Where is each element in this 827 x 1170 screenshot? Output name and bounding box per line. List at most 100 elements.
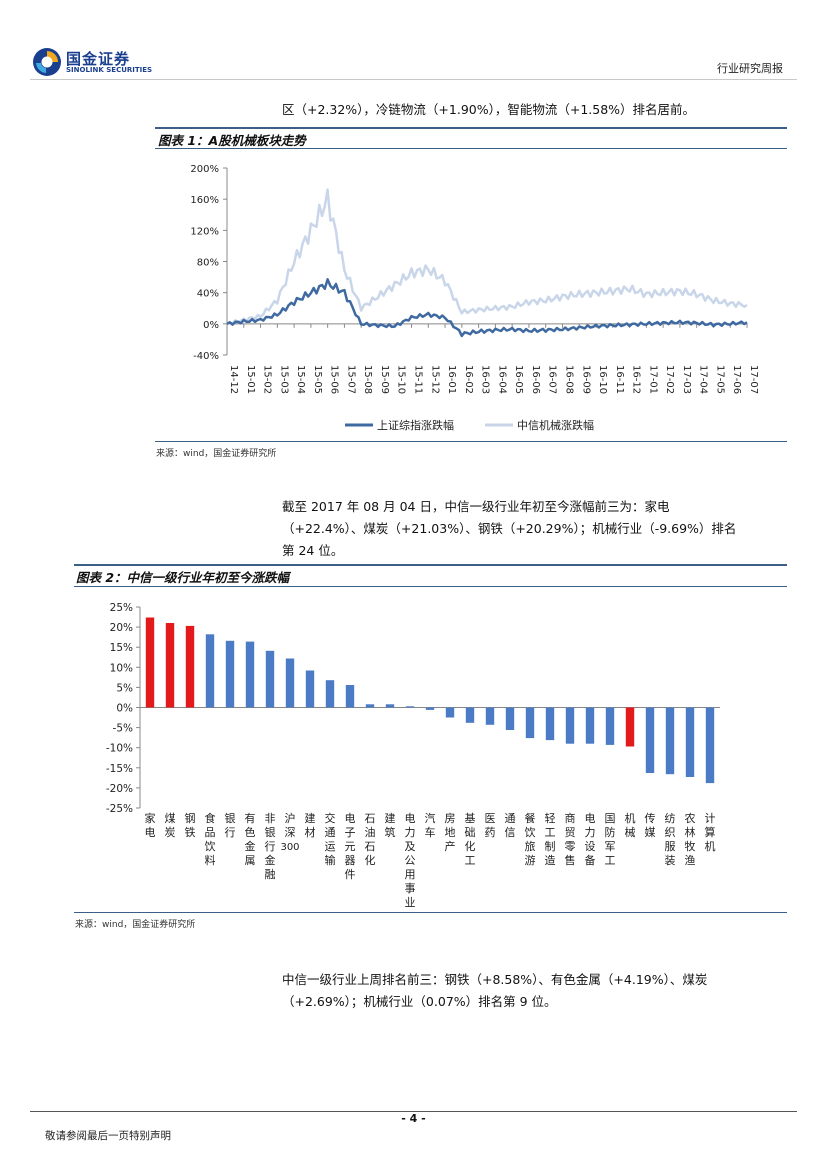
company-logo: 国金证券 SINOLINK SECURITIES — [32, 45, 157, 79]
bar — [185, 625, 195, 708]
x-tick-label: 16-04 — [496, 365, 507, 394]
x-tick-label: 16-03 — [480, 365, 491, 394]
bar — [205, 634, 215, 708]
bar — [625, 707, 635, 747]
y-tick-label: 25% — [110, 602, 133, 614]
x-tick-label: 15-03 — [278, 365, 289, 394]
y-tick-label: -5% — [113, 723, 133, 735]
x-tick-label: 电力及公用事业 — [405, 812, 416, 909]
x-tick-label: 15-08 — [362, 365, 373, 394]
bar — [685, 707, 695, 777]
figure1-title: 图表 1：A股机械板块走势 — [158, 133, 306, 148]
figure1-top-rule — [155, 127, 787, 129]
x-tick-label: 汽车 — [425, 811, 436, 839]
bar — [325, 680, 335, 708]
x-tick-label: 交通运输 — [325, 811, 336, 867]
report-type: 行业研究周报 — [717, 62, 783, 75]
figure2-title: 图表 2：中信一级行业年初至今涨跌幅 — [76, 570, 290, 585]
x-tick-label: 17-01 — [647, 365, 658, 394]
paragraph2-line3: 第 24 位。 — [282, 543, 344, 558]
x-tick-label: 16-05 — [513, 365, 524, 394]
y-tick-label: -25% — [106, 803, 133, 815]
paragraph3-line2: （+2.69%）；机械行业（0.07%）排名第 9 位。 — [282, 994, 557, 1009]
page-number: - 4 - — [401, 1112, 426, 1125]
y-tick-label: 200% — [190, 164, 219, 175]
bar — [465, 707, 475, 723]
y-tick-label: 20% — [110, 622, 133, 634]
x-tick-label: 有色金属 — [245, 811, 256, 867]
x-tick-label: 家电 — [145, 811, 156, 839]
bar — [445, 707, 455, 718]
x-tick-label: 17-05 — [714, 365, 725, 394]
x-tick-label: 机械 — [625, 811, 636, 839]
bar-chart: -25% -20% -15% -10% -5% 0% 5% 10% 15% 20% 25% 家电煤炭… — [106, 602, 720, 909]
x-tick-label: 16-07 — [547, 365, 558, 394]
bar — [365, 704, 375, 708]
x-tick-label: 15-12 — [429, 365, 440, 394]
x-tick-label: 17-03 — [681, 365, 692, 394]
bar — [165, 623, 175, 708]
bar — [585, 707, 595, 744]
bar — [525, 707, 535, 739]
x-tick-label: 17-07 — [748, 365, 759, 394]
x-tick-label: 14-12 — [228, 365, 239, 394]
x-tick-label: 15-11 — [413, 365, 424, 394]
bar — [245, 641, 255, 708]
x-tick-label: 沪深 300 — [280, 811, 299, 853]
x-axis: 14-12 15-01 15-02 15-03 15-04 15-05 15-06 15-07… — [226, 323, 759, 394]
bar — [405, 706, 415, 708]
x-tick-label: 建材 — [305, 811, 316, 839]
y-tick-label: 40% — [197, 289, 219, 300]
bar — [565, 707, 575, 744]
plot-area — [226, 188, 748, 338]
logo-mark-icon — [33, 48, 61, 76]
logo-en-text: SINOLINK SECURITIES — [66, 66, 153, 74]
x-tick-label: 轻工制造 — [545, 811, 556, 867]
x-tick-label: 通信 — [505, 812, 516, 839]
x-tick-label: 商贸零售 — [565, 811, 576, 867]
x-tick-label: 医药 — [485, 812, 496, 839]
x-tick-label: 16-11 — [614, 365, 625, 394]
y-tick-label: -20% — [106, 783, 133, 795]
x-tick-label: 传媒 — [645, 812, 656, 839]
x-tick-label: 16-02 — [463, 365, 474, 394]
x-tick-label: 餐饮旅游 — [525, 811, 536, 867]
intro-line: 区（+2.32%），冷链物流（+1.90%），智能物流（+1.58%）排名居前。 — [282, 102, 696, 117]
figure2-source: 来源：wind，国金证券研究所 — [75, 920, 196, 930]
bar — [265, 650, 275, 708]
bar — [145, 617, 155, 708]
y-tick-label: -10% — [106, 743, 133, 755]
figure1-source: 来源：wind，国金证券研究所 — [156, 449, 277, 459]
series-line-machinery — [226, 188, 748, 325]
x-tick-label: 16-10 — [597, 365, 608, 394]
legend-label-shanghai: 上证综指涨跌幅 — [377, 418, 454, 432]
plot-area — [145, 617, 715, 784]
x-tick-label: 非银行金融 — [265, 812, 276, 881]
bar — [605, 707, 615, 745]
y-tick-label: 80% — [197, 258, 219, 269]
bar — [485, 707, 495, 725]
x-tick-label: 房地产 — [445, 812, 456, 853]
figure2-bottom-rule — [74, 912, 787, 913]
x-tick-label: 15-06 — [329, 365, 340, 394]
bar — [665, 707, 675, 775]
bar — [705, 707, 715, 784]
x-tick-label: 16-08 — [563, 365, 574, 394]
x-tick-label: 15-10 — [396, 365, 407, 394]
x-tick-label: 15-04 — [295, 365, 306, 394]
paragraph3-line1: 中信一级行业上周排名前三：钢铁（+8.58%）、有色金属（+4.19%）、煤炭 — [282, 972, 708, 987]
header-rule — [30, 79, 797, 80]
x-tick-label: 15-02 — [262, 365, 273, 394]
bar — [645, 707, 655, 773]
x-tick-label: 电子元器件 — [345, 812, 356, 881]
x-tick-label: 17-04 — [698, 365, 709, 394]
x-tick-label: 纺织服装 — [665, 811, 676, 867]
x-tick-label: 15-07 — [345, 365, 356, 394]
paragraph2-line1: 截至 2017 年 08 月 04 日，中信一级行业年初至今涨幅前三为：家电 — [282, 499, 670, 514]
legend: 上证综指涨跌幅 中信机械涨跌幅 — [345, 418, 594, 432]
x-tick-label: 国防军工 — [605, 812, 616, 867]
paragraph2-line2: （+22.4%）、煤炭（+21.03%）、钢铁（+20.29%）；机械行业（-9… — [282, 521, 737, 536]
x-tick-label: 16-12 — [631, 365, 642, 394]
y-tick-label: 160% — [190, 195, 219, 206]
y-tick-label: 120% — [190, 226, 219, 237]
